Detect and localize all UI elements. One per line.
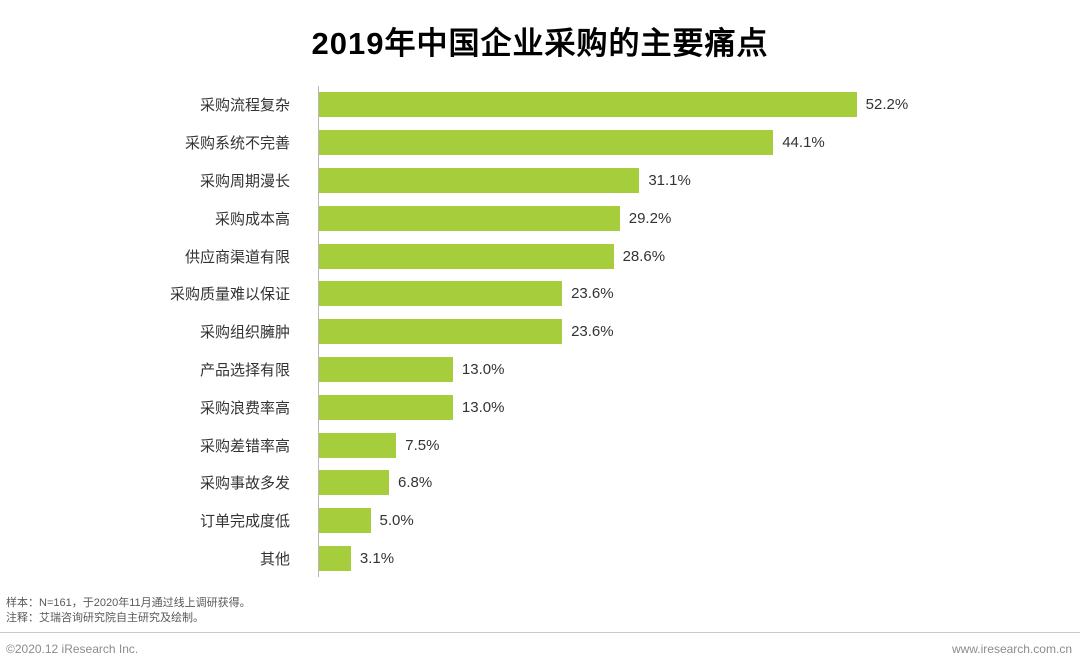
category-label: 采购差错率高 bbox=[199, 437, 290, 455]
bar-area: 7.5% bbox=[304, 432, 440, 458]
value-label: 31.1% bbox=[648, 171, 691, 189]
category-label: 采购组织臃肿 bbox=[199, 324, 290, 342]
chart-row: 采购系统不完善 44.1% bbox=[0, 124, 1080, 162]
category-label: 采购周期漫长 bbox=[199, 172, 290, 190]
value-label: 6.8% bbox=[398, 474, 433, 492]
category-label: 产品选择有限 bbox=[199, 361, 290, 379]
bar-area: 44.1% bbox=[304, 130, 825, 156]
bar-area: 23.6% bbox=[304, 281, 614, 307]
bar bbox=[319, 281, 563, 307]
bar bbox=[319, 432, 397, 458]
chart-row: 采购质量难以保证 23.6% bbox=[0, 275, 1080, 313]
category-label: 采购系统不完善 bbox=[184, 135, 290, 153]
bar bbox=[319, 205, 620, 231]
bar-area: 52.2% bbox=[304, 92, 909, 118]
chart-row: 采购流程复杂 52.2% bbox=[0, 86, 1080, 124]
category-label: 采购事故多发 bbox=[199, 475, 290, 493]
bar-area: 29.2% bbox=[304, 205, 672, 231]
value-label: 5.0% bbox=[379, 512, 414, 530]
bar-area: 6.8% bbox=[304, 470, 433, 496]
category-label: 供应商渠道有限 bbox=[184, 248, 290, 266]
bar bbox=[319, 356, 453, 382]
value-label: 44.1% bbox=[782, 134, 825, 152]
value-label: 7.5% bbox=[405, 436, 440, 454]
bar-area: 23.6% bbox=[304, 319, 614, 345]
bar bbox=[319, 167, 640, 193]
footnotes: 样本：N=161，于2020年11月通过线上调研获得。 注释：艾瑞咨询研究院自主… bbox=[6, 596, 251, 626]
bar-area: 3.1% bbox=[304, 545, 395, 571]
category-label: 订单完成度低 bbox=[199, 513, 290, 531]
chart-row: 采购差错率高 7.5% bbox=[0, 426, 1080, 464]
category-label: 其他 bbox=[259, 550, 290, 568]
footer-divider bbox=[0, 632, 1080, 633]
bar-area: 13.0% bbox=[304, 356, 505, 382]
chart-row: 采购组织臃肿 23.6% bbox=[0, 313, 1080, 351]
value-label: 28.6% bbox=[622, 247, 666, 265]
chart-row: 供应商渠道有限 28.6% bbox=[0, 237, 1080, 275]
chart-row: 采购周期漫长 31.1% bbox=[0, 162, 1080, 200]
bar bbox=[319, 545, 351, 571]
value-label: 52.2% bbox=[865, 96, 909, 114]
chart-row: 订单完成度低 5.0% bbox=[0, 502, 1080, 540]
value-label: 13.0% bbox=[461, 398, 505, 416]
category-label: 采购浪费率高 bbox=[199, 399, 290, 417]
bar-area: 5.0% bbox=[304, 508, 414, 534]
bar-chart: 采购流程复杂 52.2% 采购系统不完善 44.1% 采购周期漫长 31.1% 采购成本高 2… bbox=[0, 86, 1080, 577]
category-label: 采购流程复杂 bbox=[199, 97, 290, 115]
category-label: 采购质量难以保证 bbox=[169, 286, 290, 304]
chart-row: 采购成本高 29.2% bbox=[0, 199, 1080, 237]
chart-title: 2019年中国企业采购的主要痛点 bbox=[311, 26, 769, 61]
footnote-sample: 样本：N=161，于2020年11月通过线上调研获得。 bbox=[6, 597, 251, 609]
bar bbox=[319, 243, 614, 269]
website-link[interactable]: www.iresearch.com.cn bbox=[951, 642, 1072, 656]
copyright-text: ©2020.12 iResearch Inc. bbox=[6, 642, 139, 656]
bar-area: 13.0% bbox=[304, 394, 505, 420]
chart-row: 其他 3.1% bbox=[0, 540, 1080, 578]
bar-area: 31.1% bbox=[304, 167, 691, 193]
bar bbox=[319, 508, 371, 534]
category-label: 采购成本高 bbox=[214, 210, 290, 228]
y-axis-line bbox=[318, 86, 319, 577]
chart-row: 产品选择有限 13.0% bbox=[0, 351, 1080, 389]
footnote-source: 注释：艾瑞咨询研究院自主研究及绘制。 bbox=[6, 612, 204, 624]
bar bbox=[319, 470, 390, 496]
value-label: 29.2% bbox=[628, 209, 672, 227]
value-label: 13.0% bbox=[461, 360, 505, 378]
bar bbox=[319, 92, 857, 118]
chart-row: 采购事故多发 6.8% bbox=[0, 464, 1080, 502]
bar bbox=[319, 130, 774, 156]
chart-rows: 采购流程复杂 52.2% 采购系统不完善 44.1% 采购周期漫长 31.1% 采购成本高 2… bbox=[0, 86, 1080, 577]
value-label: 3.1% bbox=[359, 549, 395, 567]
bar bbox=[319, 394, 453, 420]
value-label: 23.6% bbox=[571, 323, 614, 341]
bar bbox=[319, 319, 563, 345]
value-label: 23.6% bbox=[571, 285, 614, 303]
bar-area: 28.6% bbox=[304, 243, 666, 269]
chart-row: 采购浪费率高 13.0% bbox=[0, 388, 1080, 426]
